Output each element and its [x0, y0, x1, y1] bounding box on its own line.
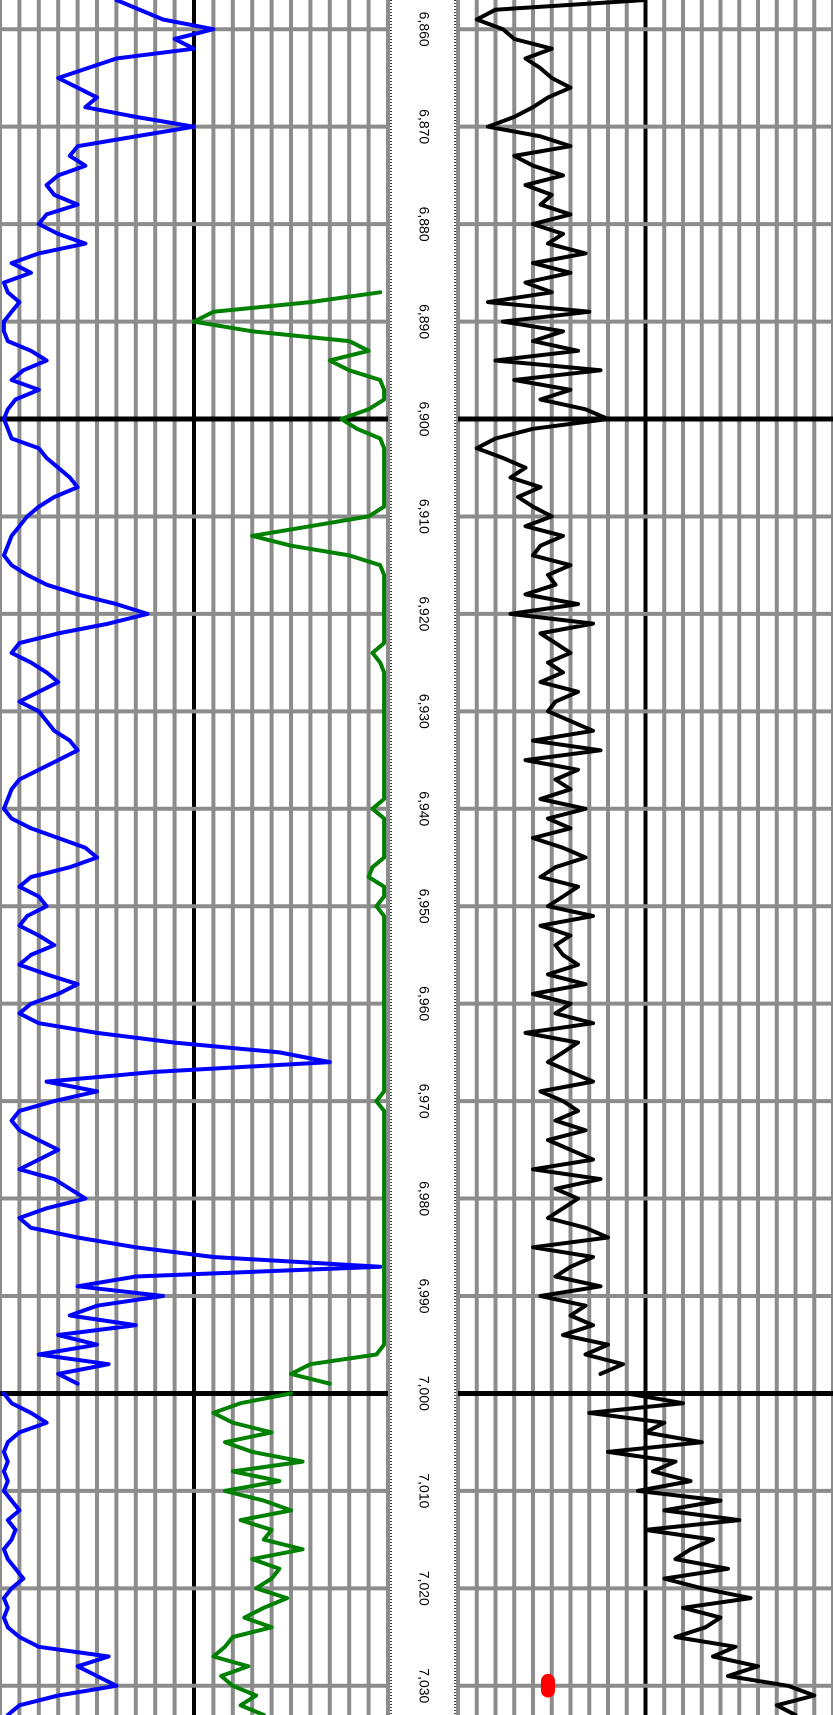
log-curve-blue-1	[1, 1391, 119, 1715]
depth-tick-label: 6,900	[416, 401, 432, 436]
depth-tick-label: 6,950	[416, 889, 432, 924]
depth-tick-label: 7,000	[416, 1376, 432, 1411]
log-curve-green-2	[192, 290, 387, 1386]
log-curve-green-3	[211, 1391, 305, 1715]
log-curve-black-5	[587, 1391, 817, 1715]
depth-label-column	[391, 0, 455, 1715]
curve-layer	[1, 0, 817, 1715]
depth-tick-label: 6,990	[416, 1278, 432, 1313]
depth-tick-label: 6,930	[416, 694, 432, 729]
depth-tick-label: 6,880	[416, 207, 432, 242]
depth-tick-label: 6,960	[416, 986, 432, 1021]
depth-tick-label: 6,870	[416, 109, 432, 144]
depth-tick-label: 6,940	[416, 791, 432, 826]
depth-tick-label: 6,980	[416, 1181, 432, 1216]
depth-tick-label: 7,020	[416, 1571, 432, 1606]
depth-tick-label: 6,860	[416, 12, 432, 47]
depth-tick-label: 6,920	[416, 596, 432, 631]
depth-tick-label: 7,030	[416, 1668, 432, 1703]
depth-tick-label: 6,970	[416, 1084, 432, 1119]
depth-tick-label: 7,010	[416, 1473, 432, 1508]
depth-tick-label: 6,910	[416, 499, 432, 534]
depth-label-layer: 6,860 6,870 6,880 6,890 6,900 6,910 6,920 6,930…	[416, 12, 432, 1704]
depth-tick-label: 6,890	[416, 304, 432, 339]
log-curve-black-4	[474, 0, 648, 1376]
log-curve-blue-0	[1, 0, 383, 1386]
